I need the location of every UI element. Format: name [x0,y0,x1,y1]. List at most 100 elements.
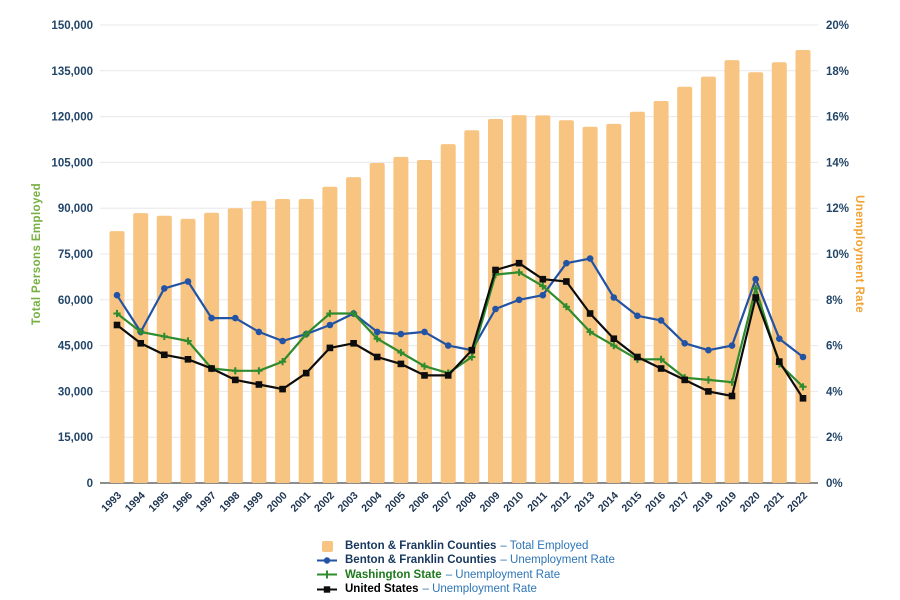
line-washington-state-unemployment [116,271,804,388]
marker-benton-franklin-unemployment-2005 [397,330,405,338]
left-axis-tick-15,000: 15,000 [58,432,93,444]
right-axis-tick-6%: 6% [826,341,843,353]
legend-suffix: – Unemployment Rate [422,583,537,596]
legend-item-washington-rate: Washington State – Unemployment Rate [316,568,615,582]
left-axis-tick-90,000: 90,000 [58,203,93,215]
marker-united-states-unemployment-2011 [539,275,547,283]
right-axis-tick-12%: 12% [826,203,849,215]
x-axis-label-1998: 1998 [217,490,242,515]
marker-washington-state-unemployment-2006 [420,362,429,370]
marker-benton-franklin-unemployment-2004 [373,328,381,336]
marker-united-states-unemployment-2020 [752,294,759,301]
bar-1996 [180,218,196,483]
marker-benton-franklin-unemployment-1999 [255,328,263,336]
axis-tick-labels: 150,000 20% 135,000 18% 120,000 16% 105,000 14%… [51,20,849,490]
marker-benton-franklin-unemployment-2011 [539,291,547,299]
right-axis-tick-2%: 2% [826,432,843,444]
right-axis-tick-4%: 4% [826,386,843,398]
right-axis-title-text: Unemployment Rate [853,195,865,313]
marker-benton-franklin-unemployment-2010 [515,296,523,304]
x-axis-label-2020: 2020 [738,490,763,515]
marker-washington-state-unemployment-2018 [704,376,712,384]
bar-2012 [558,120,574,484]
marker-benton-franklin-unemployment-2002 [326,321,334,329]
left-axis-tick-60,000: 60,000 [58,295,93,307]
marker-washington-state-unemployment-2012 [562,303,570,311]
right-axis-title: Unemployment Rate [853,25,865,483]
bar-2007 [440,144,456,483]
marker-benton-franklin-unemployment-2012 [563,259,570,267]
x-axis-label-1993: 1993 [99,490,124,515]
marker-benton-franklin-unemployment-2022 [799,353,807,361]
marker-united-states-unemployment-1999 [255,381,263,388]
left-axis-tick-150,000: 150,000 [51,20,93,32]
bar-2015 [629,111,645,483]
marker-united-states-unemployment-2006 [421,372,428,379]
marker-washington-state-unemployment-1994 [137,328,145,336]
marker-benton-franklin-unemployment-2018 [705,346,712,354]
legend-name: Benton & Franklin Counties [345,554,497,567]
bar-1998 [227,208,243,483]
x-axis-label-2016: 2016 [643,490,668,515]
marker-washington-state-unemployment-1995 [160,332,168,340]
bar-1997 [204,212,220,484]
marker-united-states-unemployment-2010 [515,259,523,267]
left-axis-tick-135,000: 135,000 [51,66,93,78]
bar-2017 [677,86,693,483]
marker-washington-state-unemployment-2011 [539,282,547,290]
x-axis-label-1999: 1999 [241,490,266,515]
x-axis-label-1997: 1997 [194,490,219,515]
bar-2004 [369,163,385,483]
marker-benton-franklin-unemployment-2016 [657,317,665,324]
marker-benton-franklin-unemployment-1995 [161,285,168,292]
legend-item-total-employed: Benton & Franklin Counties – Total Emplo… [316,539,615,553]
bar-2006 [417,160,432,483]
employment-bars [109,50,811,484]
gridlines [100,24,818,484]
marker-united-states-unemployment-2007 [444,372,452,379]
x-axis-label-2011: 2011 [525,490,550,515]
legend-suffix: – Unemployment Rate [500,554,615,567]
line-benton-franklin-unemployment [116,257,804,358]
marker-washington-state-unemployment-2016 [657,355,665,363]
left-axis-tick-120,000: 120,000 [51,112,93,124]
right-axis-tick-16%: 16% [826,112,849,124]
marker-benton-franklin-unemployment-2013 [586,255,594,262]
marker-united-states-unemployment-2002 [326,344,334,352]
marker-washington-state-unemployment-2020 [752,284,760,292]
legend-name: United States [345,583,419,596]
bar-2008 [464,130,480,484]
x-axis-label-2010: 2010 [501,490,526,515]
right-axis-tick-18%: 18% [826,66,849,78]
bar-2003 [346,177,362,483]
bar-2016 [653,101,669,483]
line-united-states-unemployment [116,262,804,399]
x-axis-label-2003: 2003 [336,490,361,515]
left-axis-tick-75,000: 75,000 [58,249,93,261]
legend-item-benton-franklin-rate: Benton & Franklin Counties – Unemploymen… [316,553,615,567]
green-line-marker-icon [316,569,338,581]
right-axis-tick-20%: 20% [826,20,849,32]
marker-united-states-unemployment-2001 [302,369,310,377]
marker-benton-franklin-unemployment-2014 [610,294,618,301]
marker-united-states-unemployment-1996 [184,356,192,363]
x-axis-label-2001: 2001 [288,490,313,515]
x-axis-label-2008: 2008 [454,490,479,515]
marker-united-states-unemployment-2015 [634,353,641,361]
marker-united-states-unemployment-2022 [799,395,807,402]
x-axis-label-2021: 2021 [761,490,786,515]
x-axis-label-2009: 2009 [478,490,503,515]
x-axis-label-2022: 2022 [785,490,810,515]
marker-united-states-unemployment-2018 [705,388,712,395]
x-axis-label-2007: 2007 [430,490,455,515]
marker-united-states-unemployment-2005 [397,360,405,368]
bar-2005 [393,156,409,483]
bar-swatch-icon [316,540,338,552]
black-line-marker-icon [316,583,338,595]
marker-united-states-unemployment-2000 [279,385,286,393]
marker-united-states-unemployment-1997 [208,365,215,372]
right-axis-tick-14%: 14% [826,157,849,169]
left-axis-title-text: Total Persons Employed [31,182,43,326]
